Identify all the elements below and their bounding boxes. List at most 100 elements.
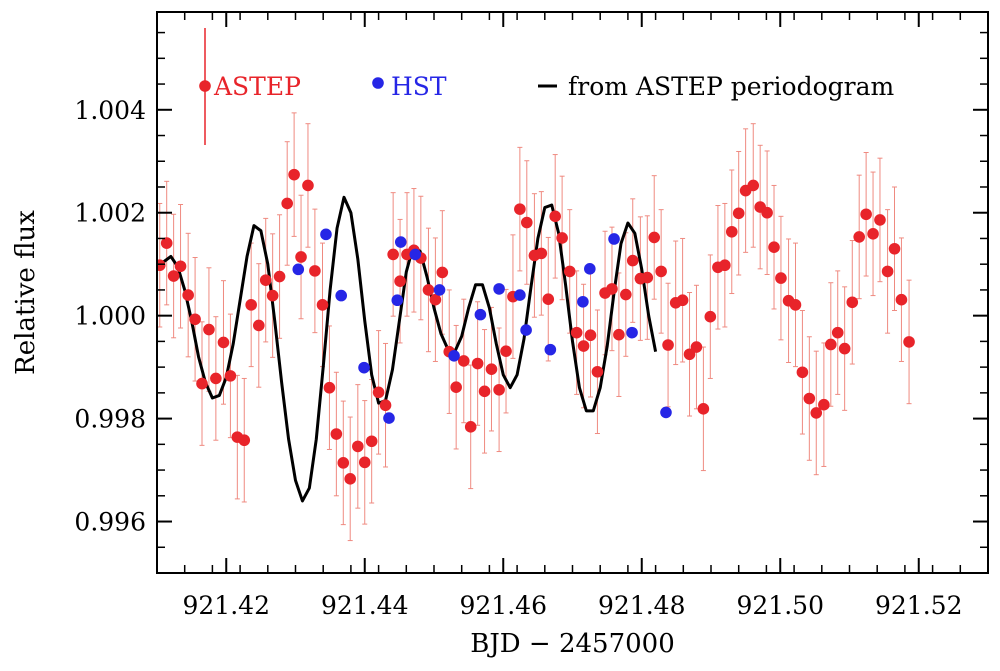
astep-point (535, 247, 548, 260)
astep-point (450, 381, 462, 394)
astep-point (775, 272, 787, 284)
y-tick-label: 0.996 (74, 508, 146, 537)
astep-point (867, 228, 879, 240)
astep-point (591, 365, 604, 378)
astep-point (606, 283, 618, 295)
hst-point (409, 248, 422, 261)
astep-point (846, 296, 859, 309)
hst-point (660, 406, 672, 419)
hst-point (514, 289, 526, 301)
astep-point (719, 259, 731, 272)
astep-point (485, 363, 498, 375)
astep-point (266, 289, 279, 302)
astep-point (874, 214, 886, 226)
x-tick-label: 921.48 (598, 591, 685, 620)
astep-point (725, 225, 738, 238)
hst-point (292, 263, 305, 276)
astep-point (295, 251, 307, 263)
hst-point (448, 350, 460, 362)
astep-point (245, 299, 257, 311)
astep-point (167, 270, 180, 282)
astep-point (796, 366, 809, 379)
astep-point (810, 407, 823, 419)
astep-point (478, 385, 491, 398)
astep-point (379, 399, 392, 412)
astep-point (358, 456, 371, 469)
astep-point (570, 326, 583, 339)
legend-astep-marker (199, 80, 211, 92)
astep-point (259, 274, 272, 286)
astep-point (520, 216, 533, 229)
model-curve (157, 195, 658, 503)
hst-point (474, 308, 487, 321)
astep-point (330, 428, 343, 440)
astep-point (372, 386, 385, 399)
astep-point (337, 457, 350, 469)
legend-hst-marker (372, 77, 384, 89)
astep-point (831, 326, 844, 339)
astep-point (464, 421, 477, 433)
legend-model-label: from ASTEP periodogram (568, 72, 894, 101)
astep-point (493, 383, 505, 396)
astep-point (394, 275, 406, 287)
model-line-layer (157, 195, 658, 503)
hst-point (584, 263, 596, 275)
astep-point (662, 339, 674, 351)
astep-point (224, 370, 237, 382)
astep-point (881, 265, 894, 278)
astep-point (761, 206, 773, 219)
astep-point (365, 435, 378, 448)
x-tick-label: 921.46 (460, 591, 547, 620)
astep-point (273, 270, 286, 283)
x-axis-title: BJD − 2457000 (470, 629, 674, 659)
astep-point (436, 266, 449, 279)
astep-point (210, 372, 222, 385)
astep-point (217, 336, 230, 349)
astep-point (563, 265, 576, 278)
astep-point (302, 179, 314, 192)
tick-layer: 921.42 921.44 921.46 921.48 921.50 921.52 0.99… (74, 12, 989, 620)
astep-point (676, 294, 689, 307)
hst-point (433, 284, 446, 296)
astep-point (471, 357, 484, 370)
astep-point (352, 440, 364, 453)
astep-point (903, 336, 915, 348)
hst-point (608, 233, 620, 245)
astep-point (281, 197, 293, 210)
astep-point (838, 342, 851, 355)
hst-point (383, 412, 395, 424)
hst-points-layer (292, 228, 672, 424)
astep-point (732, 207, 745, 220)
hst-point (577, 295, 589, 308)
astep-point (704, 310, 717, 323)
x-tick-label: 921.52 (875, 591, 962, 620)
x-tick-label: 921.44 (321, 591, 408, 620)
astep-point (747, 179, 760, 192)
y-tick-label: 1.000 (74, 302, 146, 331)
astep-point (641, 271, 654, 284)
hst-point (358, 361, 370, 374)
error-bar-layer (157, 112, 912, 542)
astep-point (648, 231, 661, 244)
astep-point (500, 345, 512, 357)
astep-point (288, 168, 300, 181)
astep-point (895, 293, 908, 306)
astep-point (323, 381, 336, 394)
astep-point (789, 299, 802, 311)
astep-point (309, 265, 321, 277)
astep-point (577, 340, 590, 352)
astep-point (174, 260, 187, 273)
astep-point (768, 241, 780, 254)
astep-point (252, 319, 265, 332)
astep-point (157, 259, 166, 272)
astep-point (160, 237, 173, 249)
astep-point (387, 248, 399, 261)
astep-point (542, 293, 555, 305)
astep-point (888, 242, 901, 255)
hst-point (493, 283, 505, 295)
astep-point (613, 328, 625, 341)
hst-point (320, 228, 332, 241)
hst-point (335, 289, 348, 302)
hst-point (520, 324, 532, 336)
